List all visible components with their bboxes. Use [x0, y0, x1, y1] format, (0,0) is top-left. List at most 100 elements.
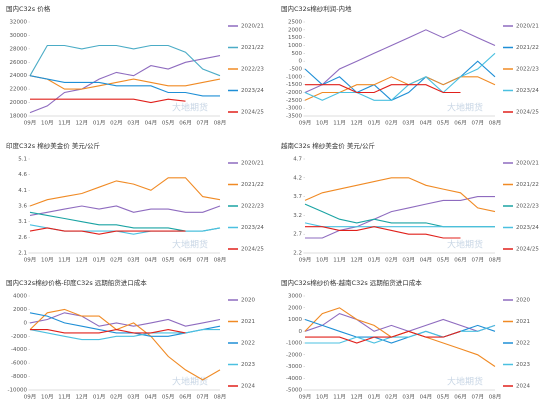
- chart-title: 印度C32s 棉纱美金价 美元/公斤: [6, 141, 101, 150]
- watermark: 大地期货: [172, 102, 208, 114]
- y-tick-label: 2000: [13, 307, 27, 313]
- legend-label: 2023/24: [241, 88, 264, 94]
- series-line: [29, 227, 186, 235]
- x-tick-label: 12月: [76, 120, 89, 127]
- x-tick-label: 04月: [420, 257, 433, 264]
- x-tick-label: 10月: [41, 394, 54, 401]
- legend-label: 2021: [241, 319, 255, 325]
- legend-label: 2020: [241, 298, 255, 304]
- chart-title: 国内C32s 价格: [6, 4, 51, 13]
- series-line: [29, 177, 221, 207]
- watermark: 大地期货: [447, 239, 483, 251]
- y-tick-label: 26000: [10, 60, 28, 66]
- y-tick-label: 24000: [10, 73, 28, 79]
- y-tick-label: 5.1: [18, 157, 27, 163]
- legend-label: 2024/25: [241, 110, 264, 116]
- x-tick-label: 05月: [162, 120, 175, 127]
- chart-title: 国内C32s棉纱价格-印度C32s 远期船货进口成本: [6, 278, 147, 287]
- series-line: [30, 98, 186, 104]
- legend-label: 2023/24: [516, 225, 539, 231]
- series-line: [304, 177, 496, 213]
- y-tick-label: 4000: [13, 294, 27, 300]
- legend-label: 2023: [516, 362, 530, 368]
- watermark: 大地期货: [447, 102, 483, 114]
- y-tick-label: 0: [299, 59, 303, 65]
- series-line: [29, 312, 221, 327]
- x-tick-label: 04月: [420, 394, 433, 401]
- y-tick-label: 3.6: [18, 204, 27, 210]
- series-line: [304, 29, 496, 94]
- x-tick-label: 10月: [316, 257, 329, 264]
- legend-label: 2022/23: [241, 204, 264, 210]
- x-tick-label: 07月: [471, 257, 484, 264]
- legend-label: 2021/22: [241, 45, 264, 51]
- legend-label: 2023/24: [516, 88, 539, 94]
- x-tick-label: 01月: [93, 394, 106, 401]
- legend-label: 2023/24: [241, 225, 264, 231]
- y-tick-label: 2000: [288, 305, 302, 311]
- y-tick-label: 0: [299, 329, 303, 335]
- series-line: [304, 222, 495, 228]
- x-tick-label: 05月: [437, 257, 450, 264]
- y-tick-label: -2000: [286, 352, 302, 358]
- y-tick-label: 20000: [10, 100, 28, 106]
- legend-label: 2020: [516, 298, 530, 304]
- x-tick-label: 12月: [351, 394, 364, 401]
- chart-title: 越南C32s 棉纱美金价 美元/公斤: [281, 141, 376, 150]
- x-tick-label: 06月: [454, 257, 467, 264]
- watermark: 大地期货: [172, 239, 208, 251]
- legend-label: 2020/21: [241, 24, 264, 30]
- y-tick-label: 2.7: [293, 232, 302, 238]
- x-tick-label: 03月: [402, 120, 415, 127]
- y-tick-label: 1000: [288, 43, 302, 49]
- y-tick-label: 4.6: [18, 172, 27, 178]
- x-tick-label: 08月: [214, 120, 227, 127]
- series-line: [304, 318, 496, 344]
- y-tick-label: 4.7: [293, 157, 302, 163]
- y-tick-label: -5000: [286, 388, 302, 394]
- x-tick-label: 04月: [145, 120, 158, 127]
- x-tick-label: 09月: [299, 257, 312, 264]
- x-tick-label: 02月: [385, 120, 398, 127]
- legend-label: 2021/22: [241, 182, 264, 188]
- x-tick-label: 09月: [299, 394, 312, 401]
- legend-label: 2020/21: [516, 161, 539, 167]
- legend-label: 2022/23: [516, 204, 539, 210]
- series-line: [29, 308, 221, 381]
- y-tick-label: -3500: [286, 114, 302, 120]
- x-tick-label: 10月: [41, 257, 54, 264]
- legend-label: 2020/21: [516, 24, 539, 30]
- series-line: [305, 84, 461, 94]
- series-line: [29, 211, 221, 232]
- y-tick-label: -6000: [11, 361, 27, 367]
- x-tick-label: 07月: [196, 394, 209, 401]
- y-tick-label: -4000: [11, 347, 27, 353]
- x-tick-label: 07月: [196, 257, 209, 264]
- y-tick-label: 18000: [10, 114, 28, 120]
- y-tick-label: -2000: [286, 90, 302, 96]
- series-line: [305, 324, 496, 344]
- x-tick-label: 08月: [489, 120, 502, 127]
- x-tick-label: 11月: [333, 394, 346, 401]
- legend-label: 2021/22: [516, 45, 539, 51]
- x-tick-label: 02月: [385, 257, 398, 264]
- x-tick-label: 12月: [76, 257, 89, 264]
- series-line: [305, 196, 495, 239]
- x-tick-label: 11月: [333, 120, 346, 127]
- x-tick-label: 05月: [437, 120, 450, 127]
- x-tick-label: 05月: [437, 394, 450, 401]
- x-tick-label: 10月: [316, 394, 329, 401]
- series-line: [305, 226, 461, 239]
- series-line: [29, 55, 221, 114]
- legend-label: 2024/25: [516, 110, 539, 116]
- watermark: 大地期货: [447, 376, 483, 388]
- y-tick-label: -3000: [286, 106, 302, 112]
- x-tick-label: 09月: [299, 120, 312, 127]
- x-tick-label: 02月: [385, 394, 398, 401]
- y-tick-label: -4000: [286, 376, 302, 382]
- legend-label: 2022: [516, 341, 530, 347]
- series-line: [304, 60, 496, 101]
- y-tick-label: -500: [290, 67, 303, 73]
- x-tick-label: 04月: [420, 120, 433, 127]
